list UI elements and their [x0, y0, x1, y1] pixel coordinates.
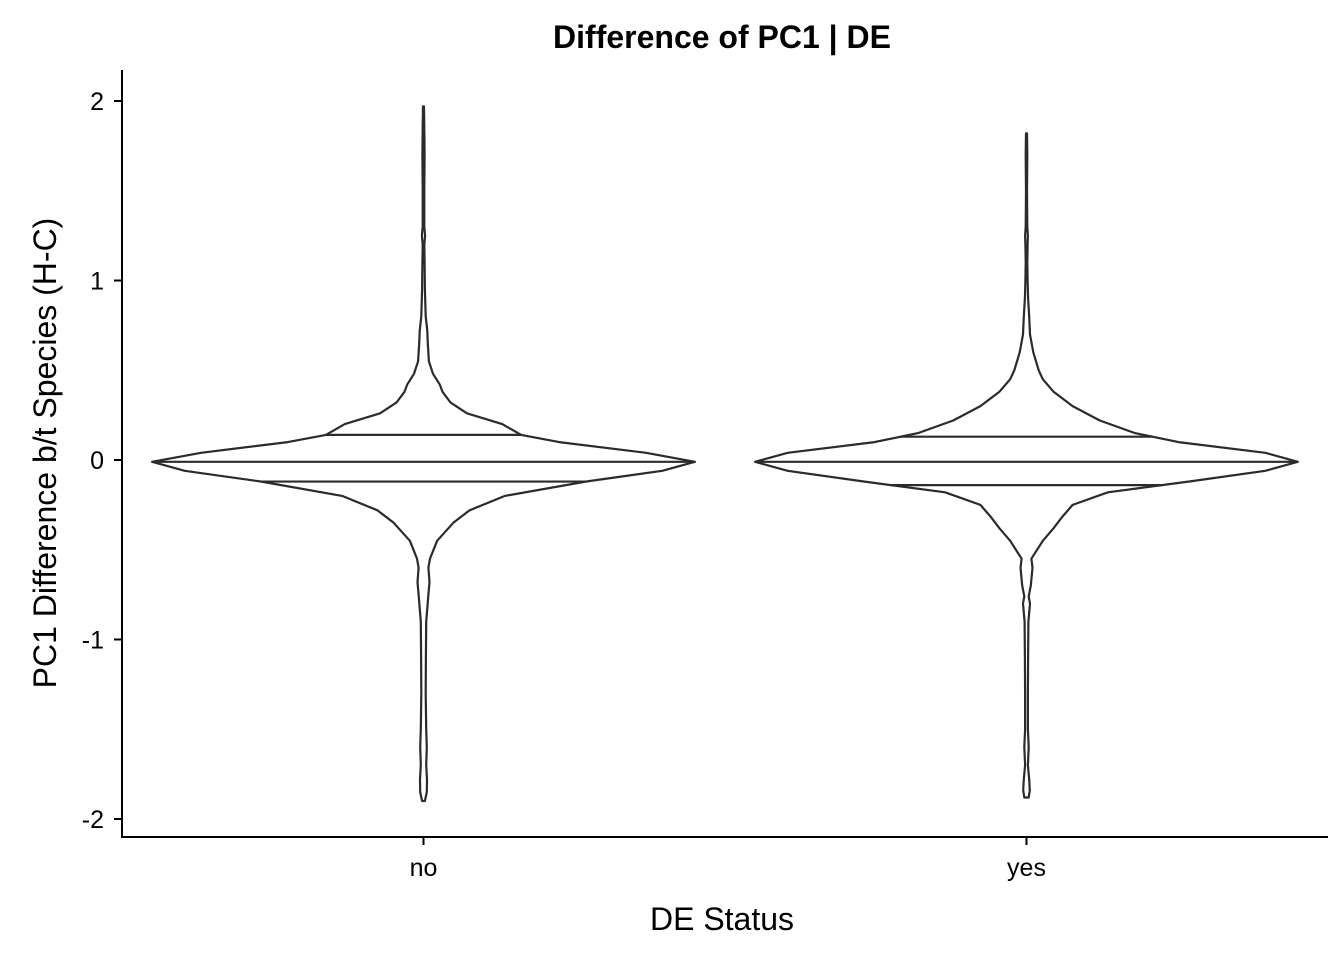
x-tick-label: yes [1007, 854, 1046, 882]
x-axis-ticks: no yes [410, 837, 1046, 882]
violin-yes [754, 132, 1299, 799]
x-tick-label: no [410, 854, 438, 882]
x-axis-title: DE Status [650, 901, 794, 937]
y-tick-label: -1 [82, 627, 104, 655]
y-tick-label: -2 [82, 806, 104, 834]
y-tick-label: 1 [90, 268, 104, 296]
y-axis-ticks: -2 -1 0 1 2 [82, 88, 122, 834]
y-tick-label: 2 [90, 88, 104, 116]
chart-title: Difference of PC1 | DE [553, 19, 891, 55]
violin-no [151, 105, 696, 803]
y-axis-title: PC1 Difference b/t Species (H-C) [27, 218, 63, 689]
violin-shape [754, 132, 1299, 799]
violin-shape [151, 105, 696, 803]
violins [151, 105, 1299, 803]
y-tick-label: 0 [90, 447, 104, 475]
